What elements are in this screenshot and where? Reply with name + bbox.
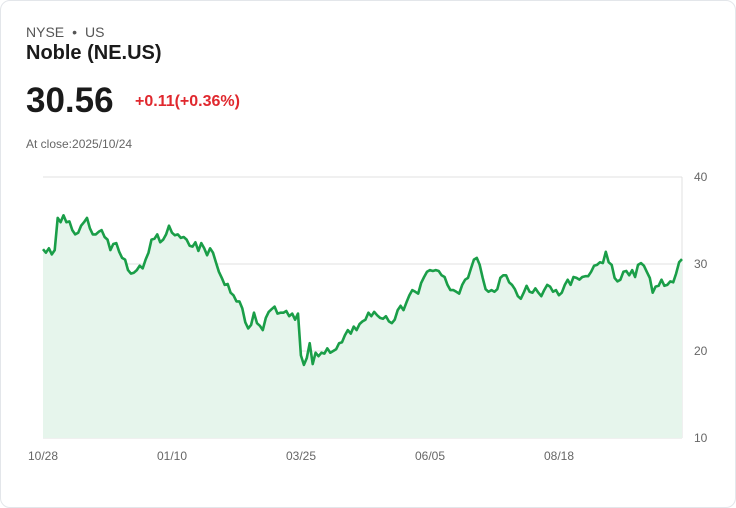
x-tick-label: 10/28	[28, 449, 58, 463]
stock-name: Noble (NE.US)	[26, 42, 162, 64]
y-tick-label: 40	[694, 170, 708, 184]
stock-price: 30.56	[26, 81, 114, 120]
area-fill	[43, 215, 682, 438]
exchange-label: NYSE	[26, 24, 65, 40]
y-tick-label: 30	[694, 257, 708, 271]
separator-dot: •	[72, 24, 78, 40]
y-tick-label: 20	[694, 344, 708, 358]
exchange-line: NYSE • US	[26, 24, 104, 40]
y-tick-label: 10	[694, 431, 708, 445]
x-tick-label: 03/25	[286, 449, 316, 463]
price-line	[41, 214, 683, 367]
price-change: +0.11(+0.36%)	[135, 93, 240, 110]
x-tick-label: 01/10	[157, 449, 187, 463]
x-tick-label: 08/18	[544, 449, 574, 463]
region-label: US	[85, 24, 105, 40]
x-tick-label: 06/05	[415, 449, 445, 463]
close-date: At close:2025/10/24	[26, 137, 133, 151]
